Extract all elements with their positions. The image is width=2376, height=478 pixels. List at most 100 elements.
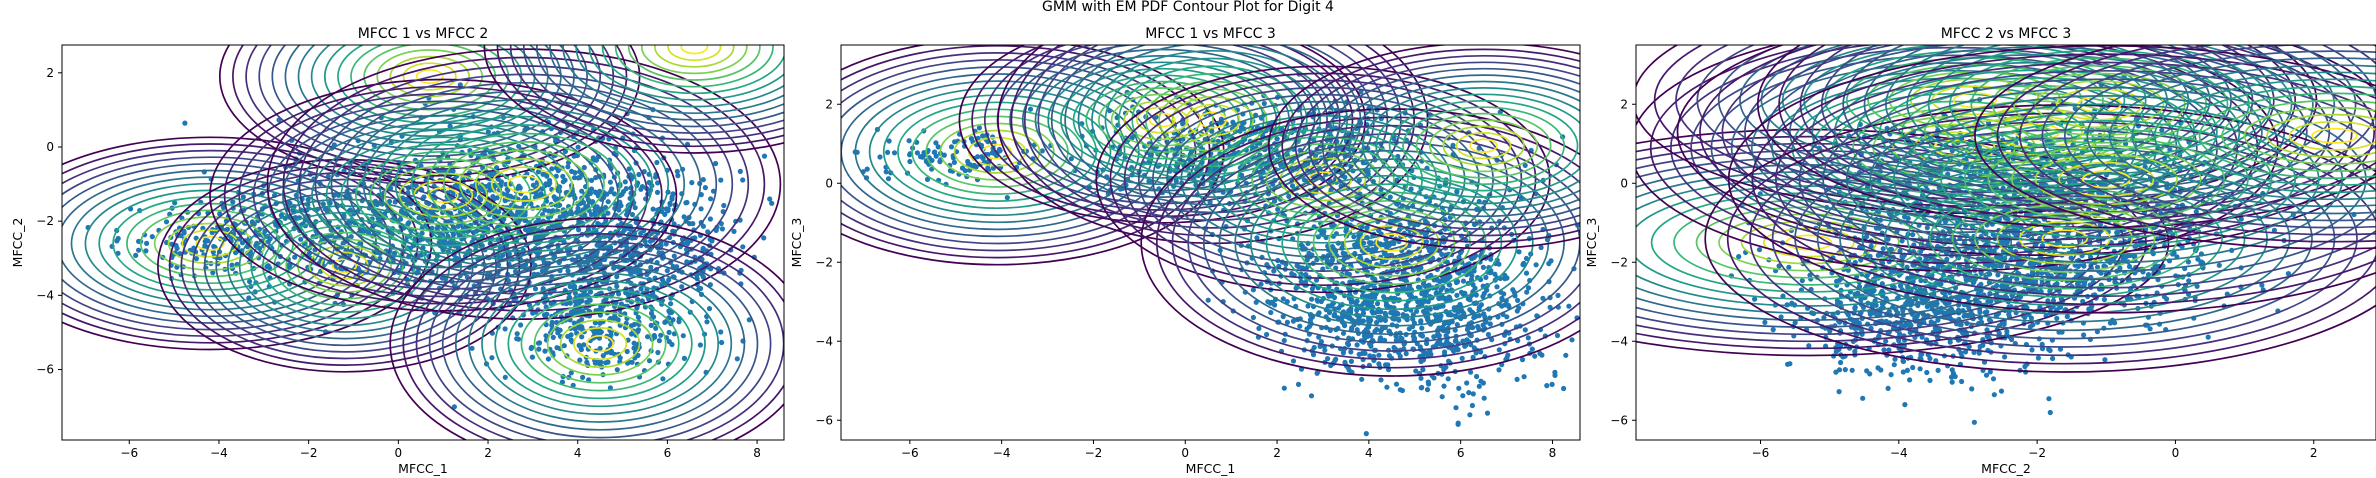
scatter-point — [1332, 358, 1338, 364]
scatter-point — [1353, 300, 1359, 306]
scatter-point — [637, 269, 643, 275]
scatter-point — [1414, 308, 1420, 314]
scatter-point — [1384, 384, 1390, 390]
scatter-point — [1280, 296, 1286, 302]
scatter-point — [1780, 293, 1786, 299]
scatter-point — [1460, 278, 1467, 284]
scatter-point — [529, 344, 535, 350]
scatter-point — [719, 226, 726, 232]
contour-line — [284, 45, 575, 151]
scatter-point — [522, 195, 529, 201]
scatter-point — [1533, 262, 1539, 268]
scatter-point — [933, 153, 939, 159]
scatter-point — [1879, 281, 1885, 287]
scatter-point — [1318, 298, 1324, 305]
scatter-point — [669, 196, 675, 202]
contour-line — [1415, 112, 1552, 179]
scatter-point — [240, 194, 246, 200]
scatter-point — [533, 190, 539, 196]
scatter-point — [1420, 281, 1427, 287]
contour-line — [308, 244, 381, 287]
scatter-point — [666, 329, 672, 335]
scatter-point — [1004, 195, 1010, 201]
contour-line — [1265, 174, 1518, 311]
scatter-point — [496, 262, 502, 268]
scatter-point — [891, 150, 898, 156]
scatter-point — [664, 268, 670, 274]
scatter-point — [1367, 353, 1373, 359]
scatter-point — [1868, 243, 1874, 249]
scatter-point — [557, 214, 563, 220]
scatter-point — [631, 340, 637, 346]
scatter-point — [1480, 380, 1486, 386]
scatter-point — [975, 154, 981, 160]
scatter-point — [1549, 381, 1555, 387]
scatter-point — [700, 177, 706, 183]
contour-line — [1104, 57, 1322, 183]
scatter-point — [1581, 295, 1586, 300]
scatter-point — [1990, 376, 1997, 382]
contour-line — [573, 327, 628, 361]
scatter-point — [1597, 325, 1602, 330]
scatter-point — [1303, 272, 1309, 278]
scatter-point — [1959, 378, 1965, 385]
scatter-point — [1376, 361, 1382, 367]
scatter-point — [1281, 337, 1287, 344]
scatter-point — [702, 185, 709, 191]
scatter-point — [1348, 358, 1354, 364]
scatter-point — [1393, 337, 1399, 343]
scatter-point — [1446, 358, 1452, 364]
scatter-point — [648, 322, 654, 328]
scatter-point — [1924, 369, 1930, 376]
scatter-point — [660, 376, 666, 382]
scatter-point — [718, 329, 724, 335]
x-tick-label: 4 — [574, 446, 582, 460]
scatter-point — [562, 148, 569, 155]
contour-line — [209, 78, 678, 312]
scatter-point — [1358, 89, 1364, 95]
scatter-point — [220, 204, 226, 211]
scatter-point — [1418, 375, 1424, 381]
scatter-point — [1403, 278, 1409, 284]
scatter-point — [515, 209, 521, 215]
scatter-point — [605, 210, 611, 216]
scatter-point — [229, 262, 235, 268]
scatter-point — [1297, 323, 1303, 329]
scatter-point — [1378, 317, 1384, 323]
scatter-point — [653, 325, 659, 331]
scatter-point — [1971, 419, 1977, 425]
scatter-point — [579, 316, 585, 322]
scatter-point — [386, 198, 393, 205]
x-tick-label: −6 — [901, 446, 919, 460]
scatter-point — [645, 334, 651, 340]
scatter-point — [1348, 299, 1354, 305]
scatter-point — [1439, 394, 1445, 400]
scatter-point — [951, 159, 958, 165]
scatter-point — [1552, 372, 1558, 378]
scatter-point — [1274, 136, 1280, 142]
y-tick-label: 0 — [46, 140, 54, 154]
scatter-point — [685, 241, 691, 247]
scatter-point — [1289, 183, 1296, 189]
scatter-point — [721, 202, 727, 209]
pdf-contours — [841, 45, 1580, 377]
scatter-point — [1309, 286, 1315, 292]
contour-line — [363, 45, 497, 111]
scatter-point — [681, 214, 687, 220]
scatter-point — [1360, 310, 1367, 316]
gmm-component-contour — [1268, 45, 1580, 250]
scatter-point — [1523, 270, 1530, 276]
scatter-point — [1322, 347, 1328, 353]
scatter-point — [1476, 313, 1482, 319]
scatter-point — [348, 234, 354, 240]
scatter-point — [1378, 377, 1384, 383]
scatter-point — [883, 169, 889, 175]
scatter-point — [681, 355, 688, 361]
scatter-point — [621, 227, 628, 233]
scatter-point — [1982, 309, 1988, 316]
x-tick-label: −4 — [993, 446, 1011, 460]
scatter-point — [1504, 314, 1510, 320]
scatter-point — [572, 170, 578, 176]
contour-line — [428, 240, 772, 440]
scatter-point — [609, 186, 615, 192]
